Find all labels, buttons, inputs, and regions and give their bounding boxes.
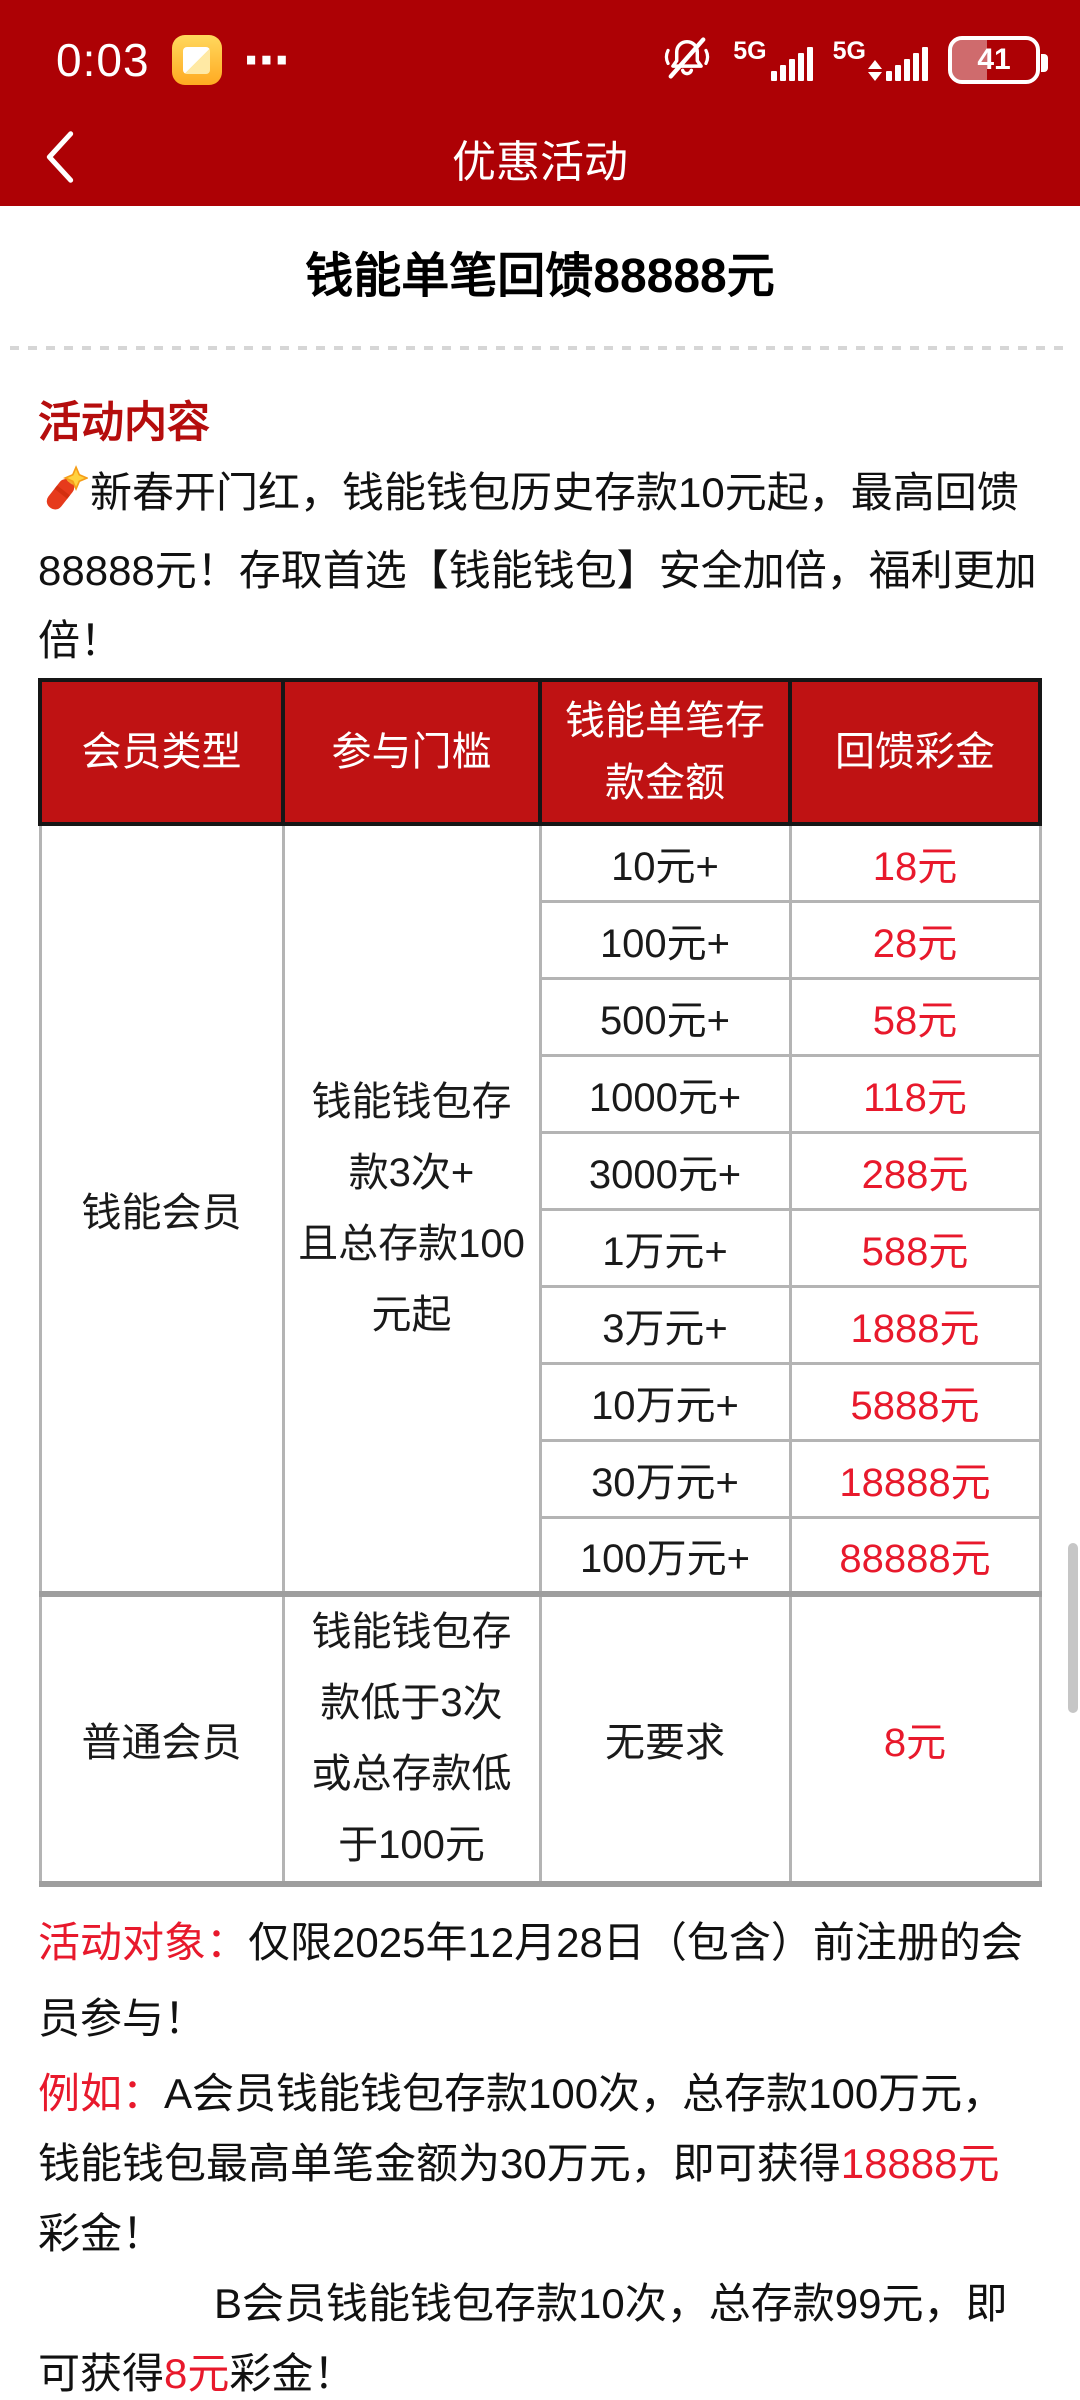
nav-bar: 优惠活动 [0,110,1080,206]
deposit-cell: 500元+ [538,976,792,1057]
example-b-suffix: 彩金！ [229,2350,356,2397]
chevron-left-icon [39,128,83,189]
dashed-divider [10,346,1070,350]
table-row: 3万元+ 1888元 [40,1284,1042,1365]
deposit-cell: 100万元+ [538,1515,792,1596]
deposit-cell: 无要求 [538,1591,792,1887]
audience-paragraph: 活动对象：仅限2025年12月28日（包含）前注册的会员参与！ [38,1905,1040,2057]
header-bonus: 回馈彩金 [788,678,1042,826]
status-bar: 0:03 ⋯ 5G 5G [0,0,1080,110]
table-row: 10万元+ 5888元 [40,1361,1042,1442]
example-a-text: A会员钱能钱包存款100次，总存款100万元，钱能钱包最高单笔金额为30万元，即… [38,2070,1005,2187]
bonus-cell: 88888元 [788,1515,1042,1596]
table-row: 钱能会员 钱能钱包存款3次+ 且总存款100元起 10元+ 18元 [38,822,1042,1596]
header-threshold: 参与门槛 [281,678,542,826]
battery-icon: 41 [948,36,1048,84]
table-row: 3000元+ 288元 [40,1130,1042,1211]
table-row: 1000元+ 118元 [40,1053,1042,1134]
example-b-amount: 8元 [164,2350,230,2397]
example-paragraph: 例如：A会员钱能钱包存款100次，总存款100万元，钱能钱包最高单笔金额为30万… [38,2059,1040,2400]
deposit-cell: 3000元+ [538,1130,792,1211]
deposit-cell: 100元+ [538,899,792,980]
bonus-cell: 58元 [788,976,1042,1057]
bonus-cell: 288元 [788,1130,1042,1211]
example-b-text: B会员钱能钱包存款10次，总存款99元，即可获得 [38,2280,1008,2397]
deposit-cell: 10元+ [538,822,792,903]
deposit-cell: 1000元+ [538,1053,792,1134]
threshold-qianneng: 钱能钱包存款3次+ 且总存款100元起 [281,822,542,1596]
header-deposit-amount: 钱能单笔存款金额 [538,678,792,826]
battery-percent: 41 [977,43,1011,76]
member-type-putong: 普通会员 [38,1591,285,1887]
table-row: 100元+ 28元 [40,899,1042,980]
table-row: 30万元+ 18888元 [40,1438,1042,1519]
back-button[interactable] [26,120,96,196]
bonus-cell: 28元 [788,899,1042,980]
battery-cap [1041,54,1048,72]
bonus-cell: 118元 [788,1053,1042,1134]
table-row: 500元+ 58元 [40,976,1042,1057]
bonus-cell: 1888元 [788,1284,1042,1365]
deposit-cell: 10万元+ [538,1361,792,1442]
header-member-type: 会员类型 [38,678,285,826]
audience-label: 活动对象： [38,1919,249,1966]
bonus-cell: 8元 [788,1591,1042,1887]
deposit-cell: 1万元+ [538,1207,792,1288]
example-a-amount: 18888元 [840,2140,1000,2187]
section-heading-activity-content: 活动内容 [38,399,210,447]
notification-app-icon [171,35,222,85]
firecracker-icon [38,465,89,536]
mute-bell-icon [661,32,713,89]
example-label: 例如： [38,2070,165,2117]
reward-table: 会员类型 参与门槛 钱能单笔存款金额 回馈彩金 钱能会员 钱能钱包存款3次+ 且… [38,678,1042,1887]
threshold-putong: 钱能钱包存款低于3次 或总存款低于100元 [281,1591,542,1887]
activity-intro-paragraph: 新春开门红，钱能钱包历史存款10元起，最高回馈88888元！存取首选【钱能钱包】… [38,458,1040,676]
member-type-qianneng: 钱能会员 [38,822,285,1596]
activity-intro-text: 新春开门红，钱能钱包历史存款10元起，最高回馈88888元！存取首选【钱能钱包】… [38,469,1037,664]
promo-title: 钱能单笔回馈88888元 [305,250,775,303]
page-header-title: 优惠活动 [452,138,628,187]
bonus-cell: 18888元 [788,1438,1042,1519]
notification-app-glyph [183,46,211,74]
clock-text: 0:03 [56,34,150,86]
example-a-suffix: 彩金！ [38,2210,165,2257]
table-header-row: 会员类型 参与门槛 钱能单笔存款金额 回馈彩金 [38,678,1042,826]
bonus-cell: 18元 [788,822,1042,903]
table-row: 普通会员 钱能钱包存款低于3次 或总存款低于100元 无要求 8元 [38,1591,1042,1887]
page-scroll-area[interactable]: 钱能单笔回馈88888元 活动内容 新春开门红，钱能钱包历史存款10元起，最高回… [0,206,1080,2400]
table-row: 100万元+ 88888元 [40,1515,1042,1596]
bonus-cell: 588元 [788,1207,1042,1288]
deposit-cell: 30万元+ [538,1438,792,1519]
battery-fill [952,40,988,80]
deposit-cell: 3万元+ [538,1284,792,1365]
table-row: 1万元+ 588元 [40,1207,1042,1288]
signal-5g-sim2-icon: 5G [833,39,928,81]
audience-text: 仅限2025年12月28日（包含）前注册的会员参与！ [38,1919,1023,2042]
scrollbar-thumb[interactable] [1068,1543,1078,1713]
signal-5g-sim1-icon: 5G [733,39,813,81]
bonus-cell: 5888元 [788,1361,1042,1442]
